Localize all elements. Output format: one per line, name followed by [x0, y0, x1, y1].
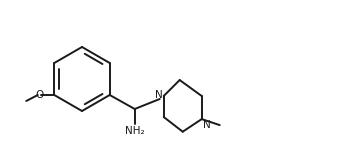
Text: O: O	[36, 90, 44, 100]
Text: N: N	[203, 120, 210, 130]
Text: NH₂: NH₂	[125, 126, 145, 136]
Text: N: N	[155, 90, 163, 100]
